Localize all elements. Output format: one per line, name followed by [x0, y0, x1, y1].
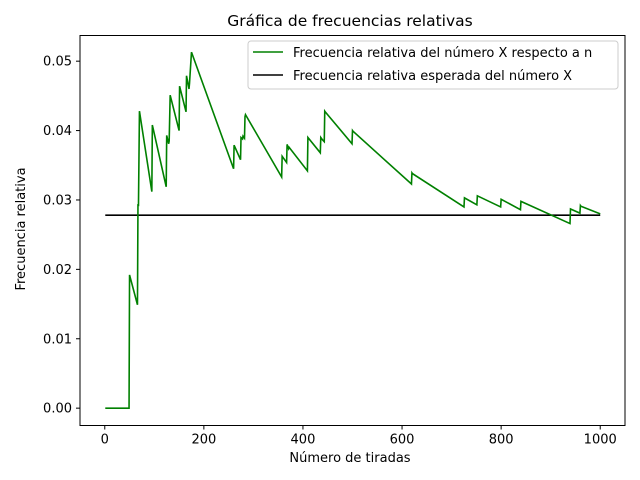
x-tick-label: 0 [101, 433, 109, 448]
x-tick-label: 800 [489, 433, 514, 448]
y-tick-label: 0.04 [43, 124, 72, 139]
series-line-1 [105, 51, 601, 409]
legend-box [247, 40, 619, 90]
y-tick-label: 0.05 [43, 55, 72, 70]
plot-area-frame [79, 35, 626, 426]
legend-label-series-1: Frecuencia relativa del número X respect… [293, 46, 592, 61]
y-axis: 0.00 0.01 0.02 0.03 0.04 0.05 [43, 55, 80, 417]
x-axis-label: Número de tiradas [289, 451, 410, 466]
x-tick-label: 1000 [584, 433, 617, 448]
y-tick-label: 0.02 [43, 263, 72, 278]
chart-title: Gráfica de frecuencias relativas [227, 12, 472, 30]
y-tick-label: 0.01 [43, 332, 72, 347]
legend: Frecuencia relativa del número X respect… [247, 40, 619, 90]
x-tick-label: 400 [291, 433, 316, 448]
y-tick-label: 0.00 [43, 402, 72, 417]
y-tick-label: 0.03 [43, 193, 72, 208]
x-axis: 0 200 400 600 800 1000 [101, 425, 617, 448]
series-layer [105, 51, 601, 409]
x-tick-label: 600 [390, 433, 415, 448]
legend-label-series-2: Frecuencia relativa esperada del número … [293, 69, 572, 84]
x-tick-label: 200 [191, 433, 216, 448]
y-axis-label: Frecuencia relativa [14, 167, 29, 290]
